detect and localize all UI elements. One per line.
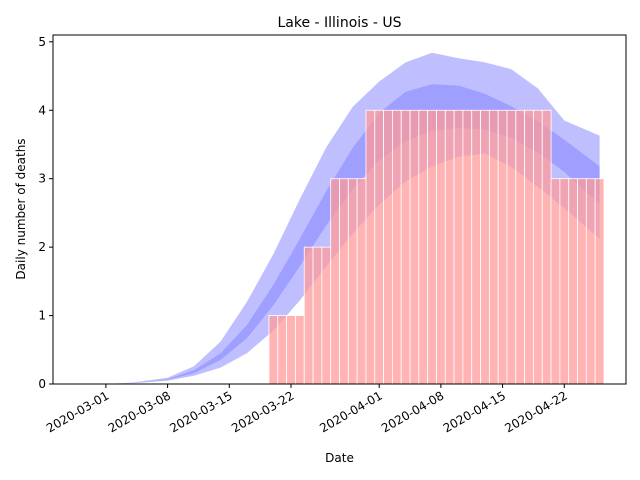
bar [462, 109, 473, 385]
x-tick-label: 2020-04-22 [502, 388, 569, 435]
x-tick-label: 2020-03-15 [167, 388, 234, 435]
bar [444, 109, 455, 385]
bar [400, 109, 411, 385]
y-tick-label: 1 [38, 309, 46, 323]
bar [533, 109, 543, 385]
bar [321, 246, 332, 385]
bar [594, 178, 605, 385]
bar [585, 178, 596, 385]
bar [339, 178, 349, 385]
x-tick-label: 2020-04-08 [379, 388, 446, 435]
bar [312, 246, 323, 385]
x-tick-label: 2020-03-22 [229, 388, 296, 435]
bar [303, 246, 314, 385]
bar [453, 109, 464, 385]
y-tick-label: 0 [38, 377, 46, 391]
bar [418, 109, 429, 385]
bar [383, 109, 393, 385]
bars [268, 109, 605, 385]
bar [550, 178, 561, 385]
y-tick-label: 2 [38, 240, 46, 254]
bar [568, 178, 578, 385]
bar [524, 109, 534, 385]
x-tick-label: 2020-03-01 [44, 388, 111, 435]
bar [409, 109, 420, 385]
x-tick-label: 2020-04-01 [317, 388, 384, 435]
y-axis-label: Daily number of deaths [14, 138, 28, 279]
plot-frame [52, 34, 627, 385]
x-tick-label: 2020-03-08 [106, 388, 173, 435]
bar [436, 109, 446, 385]
y-tick-label: 5 [38, 35, 46, 49]
x-axis-label: Date [325, 451, 354, 465]
bar [471, 109, 481, 385]
x-tick-label: 2020-04-15 [441, 388, 508, 435]
bar [541, 109, 552, 385]
bar [365, 109, 376, 385]
bar [374, 109, 384, 385]
bar [480, 109, 490, 385]
bar [391, 109, 402, 385]
bar [356, 178, 367, 385]
y-tick-label: 4 [38, 103, 46, 117]
bar [488, 109, 499, 385]
bar [497, 109, 508, 385]
y-tick-label: 3 [38, 172, 46, 186]
bar [515, 109, 526, 385]
bar [286, 315, 296, 385]
bar [347, 178, 358, 385]
bar [506, 109, 517, 385]
bar [277, 315, 288, 385]
bar [295, 315, 305, 385]
bar [427, 109, 437, 385]
chart-title: Lake - Illinois - US [277, 15, 401, 31]
bar [577, 178, 587, 385]
bar [330, 178, 340, 385]
bar [268, 315, 279, 385]
bar [559, 178, 570, 385]
